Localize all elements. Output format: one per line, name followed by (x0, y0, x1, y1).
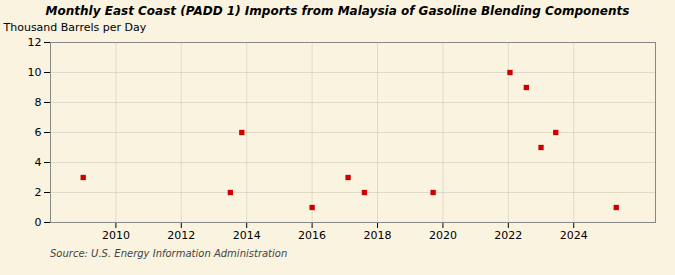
svg-text:0: 0 (35, 216, 42, 229)
html-text:Monthly East Coast (PADD 1) Im: Monthly East Coast (PADD 1) Imports from… (45, 4, 630, 18)
svg-text:Thousand Barrels per Day: Thousand Barrels per Day (3, 21, 147, 34)
svg-text:2010: 2010 (102, 229, 130, 242)
html-text:Source: U.S. Energy Informatio: Source: U.S. Energy Information Administ… (50, 248, 288, 259)
svg-text:2024: 2024 (560, 229, 588, 242)
svg-text:2018: 2018 (364, 229, 392, 242)
svg-text:8: 8 (35, 96, 42, 109)
svg-text:2: 2 (35, 186, 42, 199)
svg-text:2016: 2016 (298, 229, 326, 242)
svg-text:6: 6 (35, 126, 42, 139)
svg-text:4: 4 (35, 156, 42, 169)
svg-text:2022: 2022 (494, 229, 522, 242)
svg-text:2012: 2012 (167, 229, 195, 242)
svg-text:12: 12 (28, 36, 42, 49)
svg-text:10: 10 (28, 66, 42, 79)
svg-text:2020: 2020 (429, 229, 457, 242)
svg-text:2014: 2014 (233, 229, 261, 242)
